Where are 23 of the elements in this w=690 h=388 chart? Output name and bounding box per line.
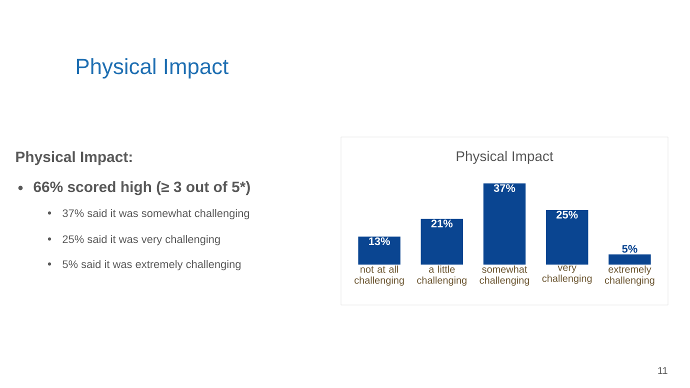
bar	[608, 254, 652, 266]
data-label: 25%	[556, 210, 578, 219]
bar	[420, 218, 464, 266]
text: Physical Impact	[77, 58, 228, 79]
text: 25% said it was very challenging	[62, 235, 220, 246]
text: 37% said it was somewhat challenging	[62, 209, 250, 220]
x-tick-label: somewhat challenging	[480, 266, 530, 286]
chart-title: Physical Impact	[456, 150, 554, 164]
bar	[482, 182, 526, 266]
text: 5% said it was extremely challenging	[62, 260, 241, 270]
data-label: 21%	[431, 220, 453, 228]
data-label: 13%	[369, 237, 390, 246]
text: Physical Impact:	[16, 151, 132, 166]
x-tick-label: not at all challenging	[354, 266, 404, 286]
text: 11	[658, 367, 668, 374]
data-label: 5%	[622, 244, 638, 253]
text: 66% scored high (≥ 3 out of 5*)	[34, 181, 250, 196]
bar	[357, 236, 402, 266]
x-tick-label: very challenging	[542, 266, 592, 284]
x-tick-label: a little challenging	[417, 266, 466, 286]
data-label: 37%	[494, 184, 516, 192]
x-tick-label: extremely challenging	[604, 266, 654, 286]
bar	[545, 209, 590, 266]
